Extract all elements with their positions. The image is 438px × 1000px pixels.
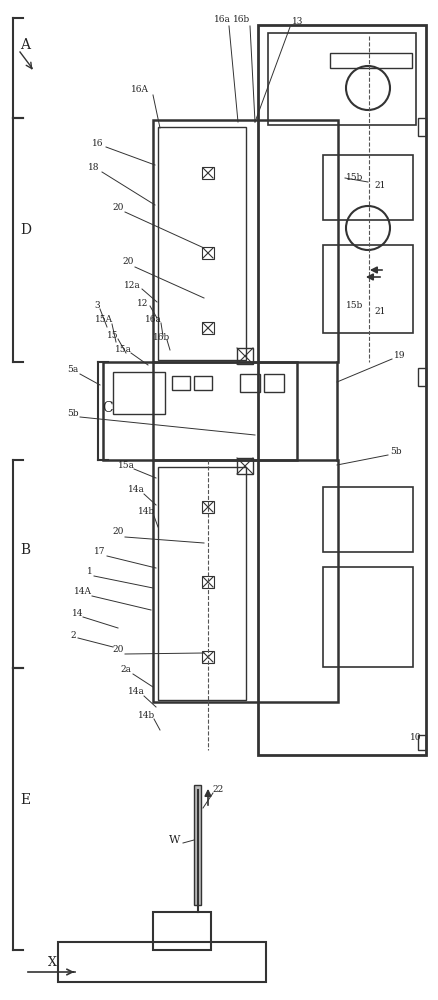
Text: A: A (20, 38, 30, 52)
Bar (194, 376, 212, 390)
Text: 2a: 2a (120, 666, 131, 674)
Bar (418, 735, 426, 750)
Bar (158, 467, 246, 700)
Text: 13: 13 (292, 17, 304, 26)
Bar (418, 368, 426, 386)
Text: 15: 15 (107, 330, 119, 340)
Text: E: E (20, 793, 30, 807)
Text: 15a: 15a (114, 346, 131, 355)
Bar (202, 167, 214, 179)
Bar (258, 25, 426, 755)
Bar (237, 458, 253, 474)
Text: 17: 17 (94, 548, 106, 556)
Text: 15b: 15b (346, 300, 364, 310)
Text: 20: 20 (112, 202, 124, 212)
Text: 16b: 16b (233, 15, 251, 24)
Text: B: B (20, 543, 30, 557)
Bar (323, 487, 413, 552)
Text: 1: 1 (87, 568, 93, 576)
Bar (330, 53, 412, 68)
Bar (103, 362, 297, 460)
Text: 18: 18 (88, 163, 100, 172)
Bar (264, 374, 284, 392)
Text: 14: 14 (72, 609, 84, 618)
Bar (202, 576, 214, 588)
Text: 16a: 16a (214, 15, 230, 24)
Text: 16A: 16A (131, 86, 149, 95)
Bar (237, 348, 253, 364)
Text: 5b: 5b (67, 408, 79, 418)
Text: 5a: 5a (67, 365, 79, 374)
Circle shape (346, 66, 390, 110)
Text: 21: 21 (374, 180, 386, 190)
Text: 16a: 16a (145, 316, 162, 324)
Text: D: D (20, 223, 31, 237)
Text: 14a: 14a (127, 688, 145, 696)
Text: 20: 20 (112, 646, 124, 654)
Text: 2: 2 (70, 631, 76, 640)
Bar (153, 120, 338, 362)
Bar (237, 348, 253, 364)
Text: 14b: 14b (138, 710, 155, 720)
Bar (202, 322, 214, 334)
Text: 12a: 12a (124, 280, 140, 290)
Text: 14a: 14a (127, 486, 145, 494)
Text: X: X (48, 956, 57, 968)
Text: 5b: 5b (390, 448, 402, 456)
Bar (418, 118, 426, 136)
Text: 14b: 14b (138, 508, 155, 516)
Bar (202, 247, 214, 259)
Text: 10: 10 (410, 734, 422, 742)
Bar (172, 376, 190, 390)
Bar (194, 785, 201, 905)
Text: 15A: 15A (95, 316, 113, 324)
Bar (113, 372, 165, 414)
Text: 20: 20 (122, 257, 134, 266)
Bar (202, 501, 214, 513)
Bar (153, 460, 338, 702)
Text: 19: 19 (394, 351, 406, 360)
Text: 16b: 16b (153, 332, 171, 342)
Bar (153, 912, 211, 950)
Bar (58, 942, 266, 982)
Text: 14A: 14A (74, 587, 92, 596)
Bar (323, 245, 413, 333)
Bar (268, 33, 416, 125)
Text: C: C (102, 401, 113, 415)
Text: 22: 22 (212, 786, 224, 794)
Text: W: W (170, 835, 181, 845)
Text: 20: 20 (112, 528, 124, 536)
Text: 15a: 15a (117, 460, 134, 470)
Bar (323, 155, 413, 220)
Circle shape (346, 206, 390, 250)
Bar (158, 127, 246, 360)
Text: 16: 16 (92, 138, 104, 147)
Bar (240, 374, 260, 392)
Bar (323, 567, 413, 667)
Text: 12: 12 (137, 298, 148, 308)
Text: 21: 21 (374, 308, 386, 316)
Text: 3: 3 (94, 300, 100, 310)
Bar (202, 651, 214, 663)
Text: 15b: 15b (346, 174, 364, 182)
